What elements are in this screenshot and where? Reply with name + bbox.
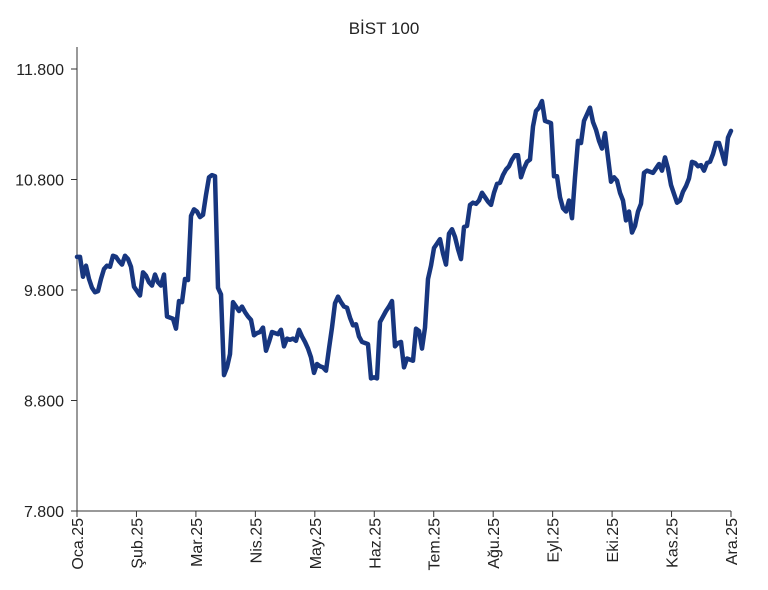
- x-tick-label: Şub.25: [129, 518, 146, 569]
- series-line: [74, 98, 734, 381]
- x-tick-label: Mar.25: [189, 518, 206, 567]
- x-tick-label: Haz.25: [367, 518, 384, 569]
- x-tick-label: Oca.25: [70, 518, 87, 570]
- x-tick-label: Tem.25: [427, 518, 444, 571]
- y-tick-label: 10.800: [15, 173, 64, 190]
- chart-title: BİST 100: [349, 19, 420, 38]
- x-tick-label: May.25: [308, 518, 325, 569]
- x-axis: Oca.25 Şub.25 Mar.25 Nis.25 May.25 Haz.25 Tem.…: [70, 510, 741, 571]
- y-tick-label: 11.800: [16, 62, 64, 79]
- x-tick-label: Eki.25: [605, 518, 622, 563]
- series-layer: [74, 98, 734, 381]
- y-axis: 7.800 8.800 9.800 10.800 11.800: [15, 47, 78, 521]
- x-tick-label: Eyl.25: [546, 518, 563, 563]
- x-tick-label: Ara.25: [724, 518, 741, 565]
- y-tick-label: 9.800: [24, 283, 64, 300]
- x-tick-label: Ağu.25: [486, 518, 503, 569]
- x-tick-label: Nis.25: [248, 518, 265, 563]
- y-tick-label: 7.800: [24, 504, 64, 521]
- y-tick-label: 8.800: [24, 394, 64, 411]
- x-tick-label: Kas.25: [665, 518, 682, 568]
